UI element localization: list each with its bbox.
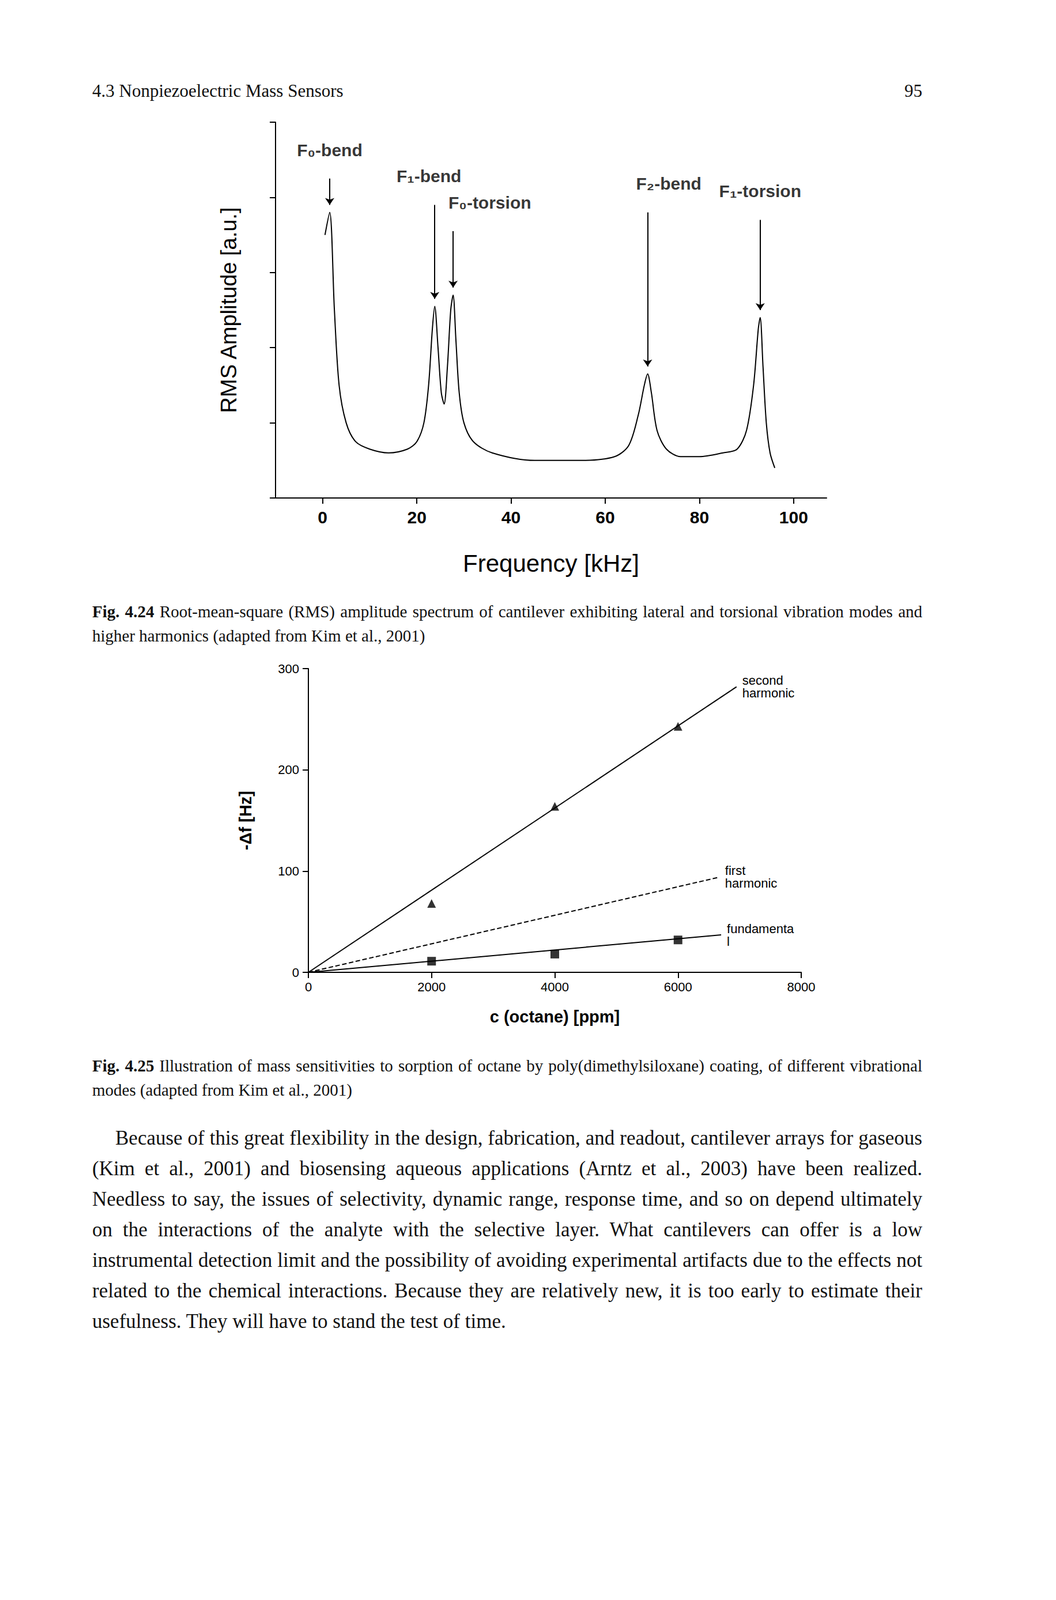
svg-text:harmonic: harmonic [725, 876, 778, 891]
svg-text:80: 80 [689, 507, 709, 527]
html-text:Because of this great flexibil: Because of this great flexibility in the… [92, 1126, 923, 1333]
svg-text:RMS Amplitude [a.u.]: RMS Amplitude [a.u.] [216, 207, 241, 414]
html-text:Fig. 4.24 Root-mean-square (RM: Fig. 4.24 Root-mean-square (RMS) amplitu… [92, 602, 923, 646]
svg-text:F₂-bend: F₂-bend [636, 174, 702, 194]
svg-text:6000: 6000 [664, 979, 693, 995]
html-text:Fig. 4.25 Illustration of mass: Fig. 4.25 Illustration of mass sensitivi… [92, 1056, 923, 1100]
svg-text:100: 100 [277, 864, 300, 879]
svg-text:fundamenta: fundamenta [726, 921, 795, 937]
html-text:4.3 Nonpiezoelectric Mass Sens: 4.3 Nonpiezoelectric Mass Sensors [92, 80, 344, 101]
svg-text:l: l [726, 934, 730, 949]
svg-text:100: 100 [779, 507, 809, 527]
svg-text:c (octane) [ppm]: c (octane) [ppm] [489, 1007, 621, 1027]
svg-text:first: first [725, 863, 749, 879]
svg-text:20: 20 [406, 507, 426, 527]
svg-text:F₀-bend: F₀-bend [296, 140, 363, 160]
svg-text:second: second [742, 673, 787, 688]
svg-text:-Δf [Hz]: -Δf [Hz] [236, 790, 255, 851]
svg-text:8000: 8000 [787, 979, 816, 995]
svg-text:0: 0 [292, 965, 300, 980]
svg-text:300: 300 [277, 661, 300, 677]
svg-text:4000: 4000 [540, 979, 569, 995]
svg-text:2000: 2000 [417, 979, 446, 995]
svg-text:0: 0 [317, 507, 328, 527]
svg-text:harmonic: harmonic [742, 685, 795, 701]
svg-text:200: 200 [277, 762, 300, 778]
svg-text:0: 0 [304, 979, 312, 995]
svg-text:Frequency [kHz]: Frequency [kHz] [462, 549, 640, 577]
svg-text:40: 40 [501, 507, 521, 527]
svg-text:F₁-bend: F₁-bend [396, 166, 462, 186]
html-text:95: 95 [904, 80, 923, 101]
svg-text:F₁-torsion: F₁-torsion [719, 181, 802, 201]
svg-text:60: 60 [595, 507, 615, 527]
svg-text:F₀-torsion: F₀-torsion [448, 193, 532, 213]
